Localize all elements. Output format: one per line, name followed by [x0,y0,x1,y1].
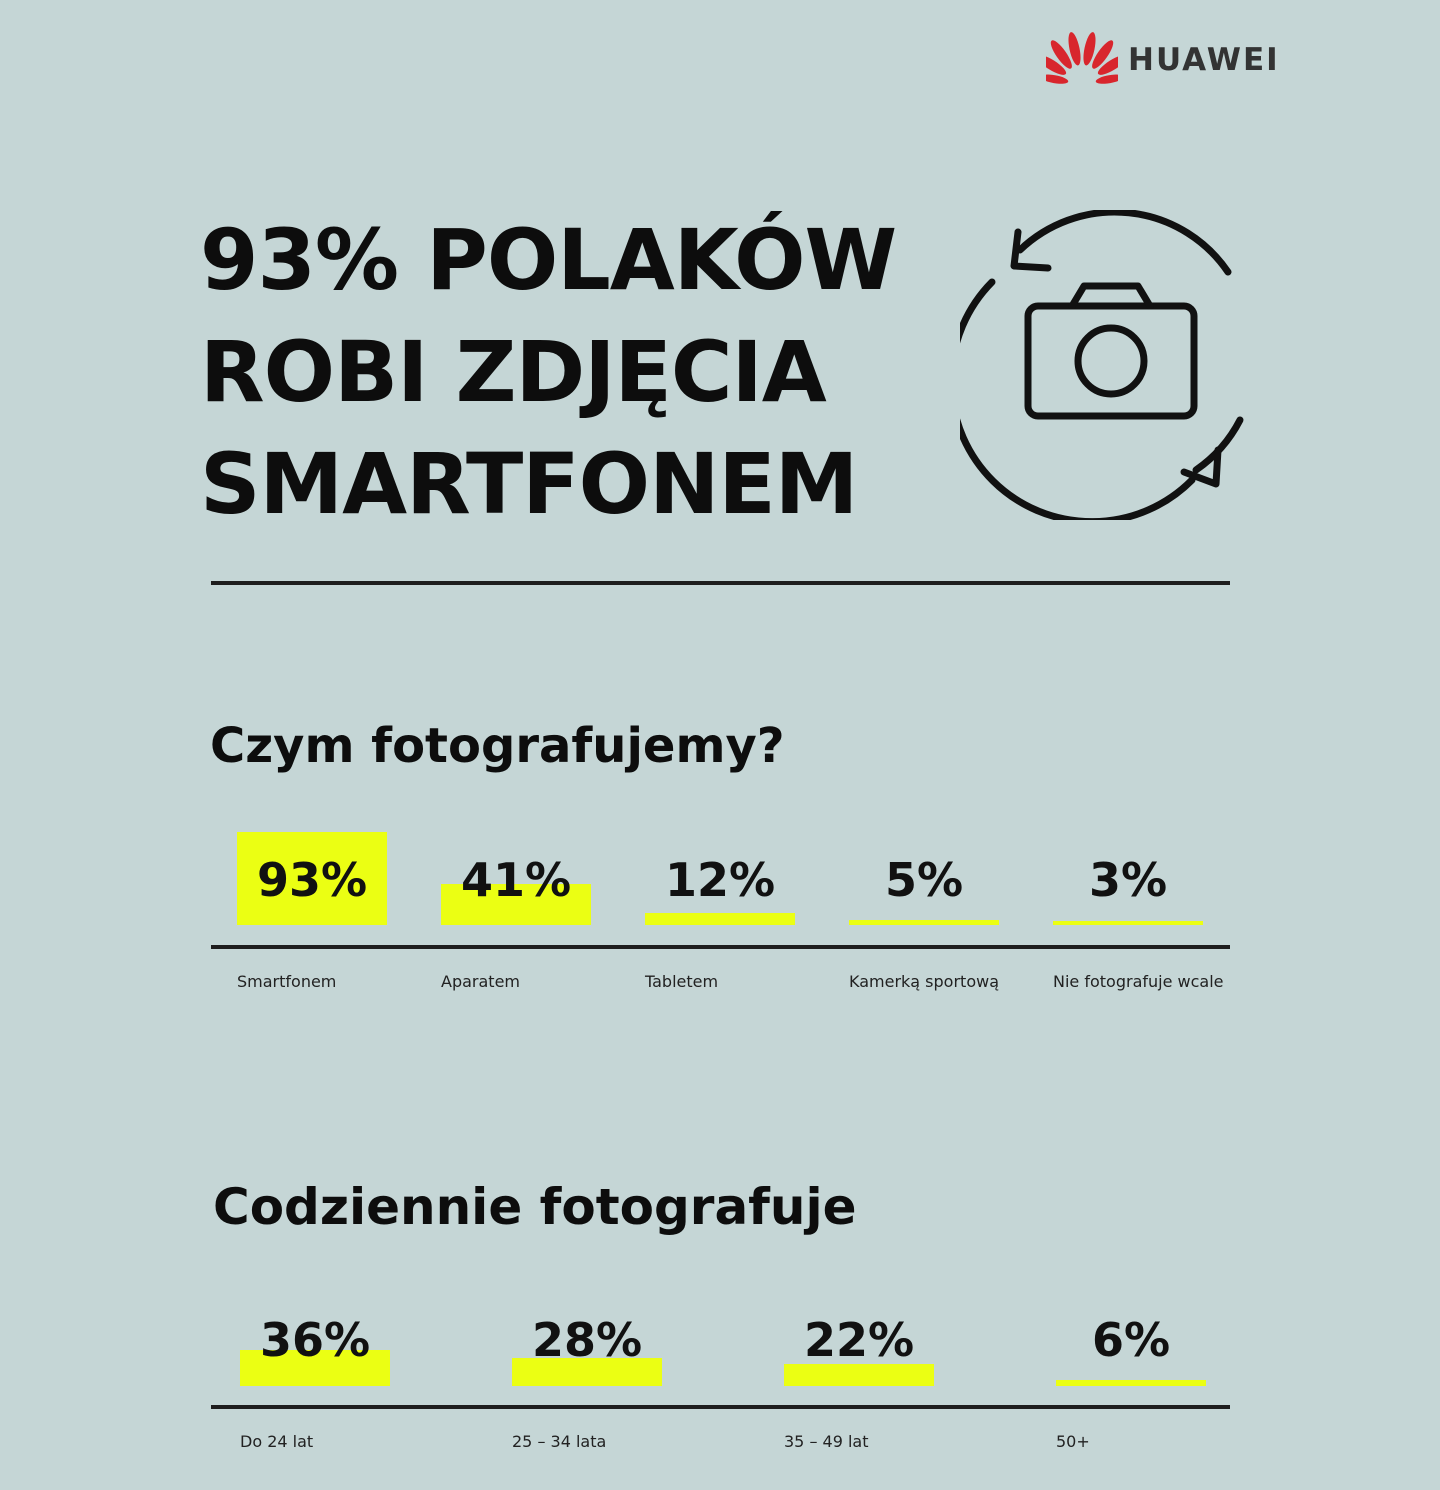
category-label: Aparatem [441,972,520,991]
page-title: 93% POLAKÓW ROBI ZDJĘCIA SMARTFONEM [200,204,897,540]
category-label: 35 – 49 lat [784,1432,869,1451]
bar [784,1364,934,1386]
headline-line: SMARTFONEM [200,435,858,533]
divider [211,581,1230,585]
data-label: 12% [664,853,776,907]
brand-name: HUAWEI [1128,42,1280,78]
chart-title-daily: Codziennie fotografuje [213,1178,857,1236]
category-label: Smartfonem [237,972,337,991]
bar [512,1358,662,1386]
camera-rotate-icon [960,210,1244,520]
bar [441,884,591,925]
bar [849,920,999,925]
chart-title-device: Czym fotografujemy? [210,718,785,774]
bar [240,1350,390,1386]
bar [237,832,387,925]
data-label: 22% [803,1313,915,1367]
data-label: 28% [531,1313,643,1367]
data-label: 93% [256,853,368,907]
headline-line: ROBI ZDJĘCIA [200,323,827,421]
bar [645,913,795,925]
category-label: Tabletem [645,972,719,991]
category-label: 50+ [1056,1432,1090,1451]
data-label: 6% [1091,1313,1171,1367]
brand-logo: HUAWEI [1046,30,1280,90]
bar [1053,921,1203,925]
data-label: 5% [884,853,964,907]
headline-line: 93% POLAKÓW [200,211,897,309]
bar [1056,1380,1206,1386]
baseline [211,1405,1230,1409]
data-label: 3% [1088,853,1168,907]
data-label: 41% [460,853,572,907]
baseline [211,945,1230,949]
data-label: 36% [259,1313,371,1367]
category-label: 25 – 34 lata [512,1432,607,1451]
category-label: Kamerką sportową [849,972,999,991]
category-label: Nie fotografuje wcale [1053,972,1224,991]
huawei-petal-logo-icon [1046,32,1118,84]
category-label: Do 24 lat [240,1432,314,1451]
